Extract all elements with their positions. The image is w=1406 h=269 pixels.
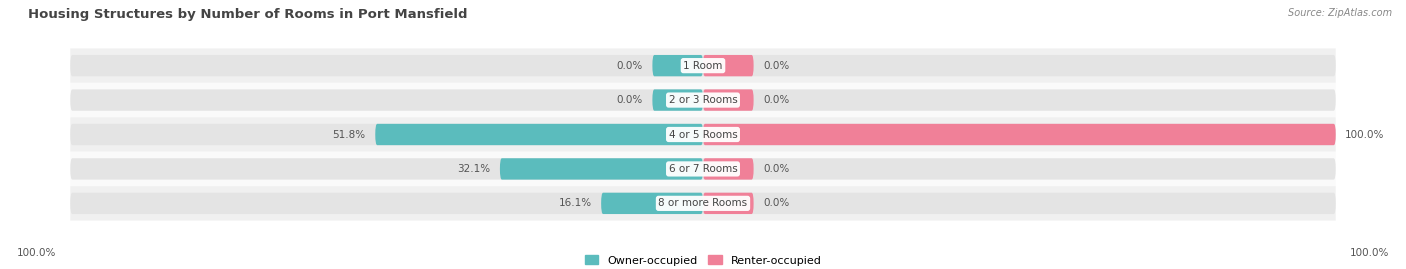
Text: Housing Structures by Number of Rooms in Port Mansfield: Housing Structures by Number of Rooms in… bbox=[28, 8, 468, 21]
FancyBboxPatch shape bbox=[602, 193, 703, 214]
FancyBboxPatch shape bbox=[703, 193, 754, 214]
FancyBboxPatch shape bbox=[70, 186, 1336, 221]
Text: 8 or more Rooms: 8 or more Rooms bbox=[658, 198, 748, 208]
FancyBboxPatch shape bbox=[70, 48, 1336, 83]
FancyBboxPatch shape bbox=[703, 124, 1336, 145]
Text: 2 or 3 Rooms: 2 or 3 Rooms bbox=[669, 95, 737, 105]
FancyBboxPatch shape bbox=[652, 89, 703, 111]
Text: Source: ZipAtlas.com: Source: ZipAtlas.com bbox=[1288, 8, 1392, 18]
Text: 100.0%: 100.0% bbox=[17, 248, 56, 258]
FancyBboxPatch shape bbox=[375, 124, 703, 145]
FancyBboxPatch shape bbox=[70, 117, 1336, 152]
Text: 32.1%: 32.1% bbox=[457, 164, 491, 174]
FancyBboxPatch shape bbox=[70, 152, 1336, 186]
Text: 0.0%: 0.0% bbox=[763, 198, 789, 208]
FancyBboxPatch shape bbox=[70, 124, 1336, 145]
FancyBboxPatch shape bbox=[70, 89, 1336, 111]
FancyBboxPatch shape bbox=[70, 158, 1336, 180]
Text: 51.8%: 51.8% bbox=[333, 129, 366, 140]
Text: 4 or 5 Rooms: 4 or 5 Rooms bbox=[669, 129, 737, 140]
FancyBboxPatch shape bbox=[652, 55, 703, 76]
Legend: Owner-occupied, Renter-occupied: Owner-occupied, Renter-occupied bbox=[581, 251, 825, 269]
FancyBboxPatch shape bbox=[703, 158, 754, 180]
Text: 0.0%: 0.0% bbox=[763, 95, 789, 105]
Text: 0.0%: 0.0% bbox=[763, 164, 789, 174]
FancyBboxPatch shape bbox=[70, 193, 1336, 214]
FancyBboxPatch shape bbox=[703, 55, 754, 76]
Text: 100.0%: 100.0% bbox=[1346, 129, 1385, 140]
FancyBboxPatch shape bbox=[501, 158, 703, 180]
FancyBboxPatch shape bbox=[703, 89, 754, 111]
Text: 16.1%: 16.1% bbox=[558, 198, 592, 208]
Text: 0.0%: 0.0% bbox=[617, 95, 643, 105]
Text: 6 or 7 Rooms: 6 or 7 Rooms bbox=[669, 164, 737, 174]
Text: 0.0%: 0.0% bbox=[617, 61, 643, 71]
Text: 100.0%: 100.0% bbox=[1350, 248, 1389, 258]
FancyBboxPatch shape bbox=[70, 83, 1336, 117]
Text: 1 Room: 1 Room bbox=[683, 61, 723, 71]
Text: 0.0%: 0.0% bbox=[763, 61, 789, 71]
FancyBboxPatch shape bbox=[70, 55, 1336, 76]
